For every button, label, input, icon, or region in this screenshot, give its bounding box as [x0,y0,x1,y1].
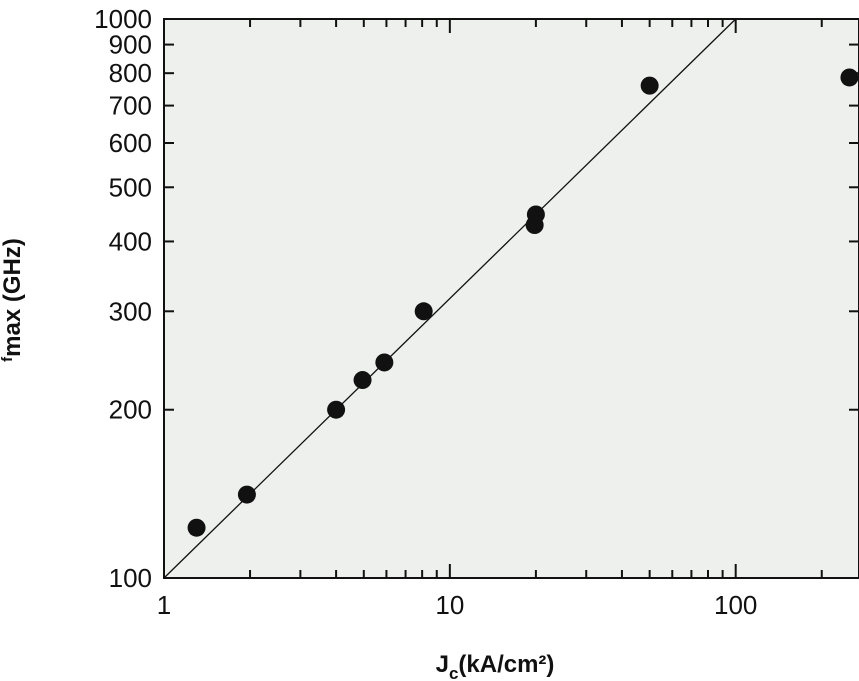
x-axis-title-rest: (kA/cm²) [458,651,554,678]
y-tick-label: 1000 [94,4,152,34]
y-tick-label: 600 [109,128,152,158]
data-point [375,353,394,372]
axis-ticks [163,18,859,579]
data-point [187,518,206,537]
data-point [327,400,346,419]
plot-area [164,19,859,578]
data-point [353,371,372,390]
y-tick-label: 800 [109,58,152,88]
y-tick-label: 500 [109,172,152,202]
data-point [237,485,256,504]
y-tick-label: 700 [109,91,152,121]
data-point [414,302,433,321]
data-points [187,68,859,537]
y-axis-title-rest: max (GHz) [0,238,26,357]
y-tick-label: 200 [109,395,152,425]
y-tick-label: 300 [109,296,152,326]
data-point [840,68,859,87]
y-axis-title-super: f [0,356,16,362]
x-tick-label: 1 [157,590,171,620]
y-tick-label: 400 [109,226,152,256]
x-tick-label: 10 [435,590,464,620]
data-point [640,76,659,95]
y-axis-title: fmax (GHz) [0,238,26,362]
data-point [526,205,545,224]
plot-frame [163,18,859,579]
fit-line [163,18,737,579]
x-axis-title-main: J [436,651,449,678]
y-tick-label: 900 [109,30,152,60]
y-tick-label: 100 [109,563,152,593]
x-axis-title-sub: c [449,664,458,681]
x-axis-title: Jc(kA/cm²) [436,651,555,681]
x-tick-label: 100 [714,590,757,620]
